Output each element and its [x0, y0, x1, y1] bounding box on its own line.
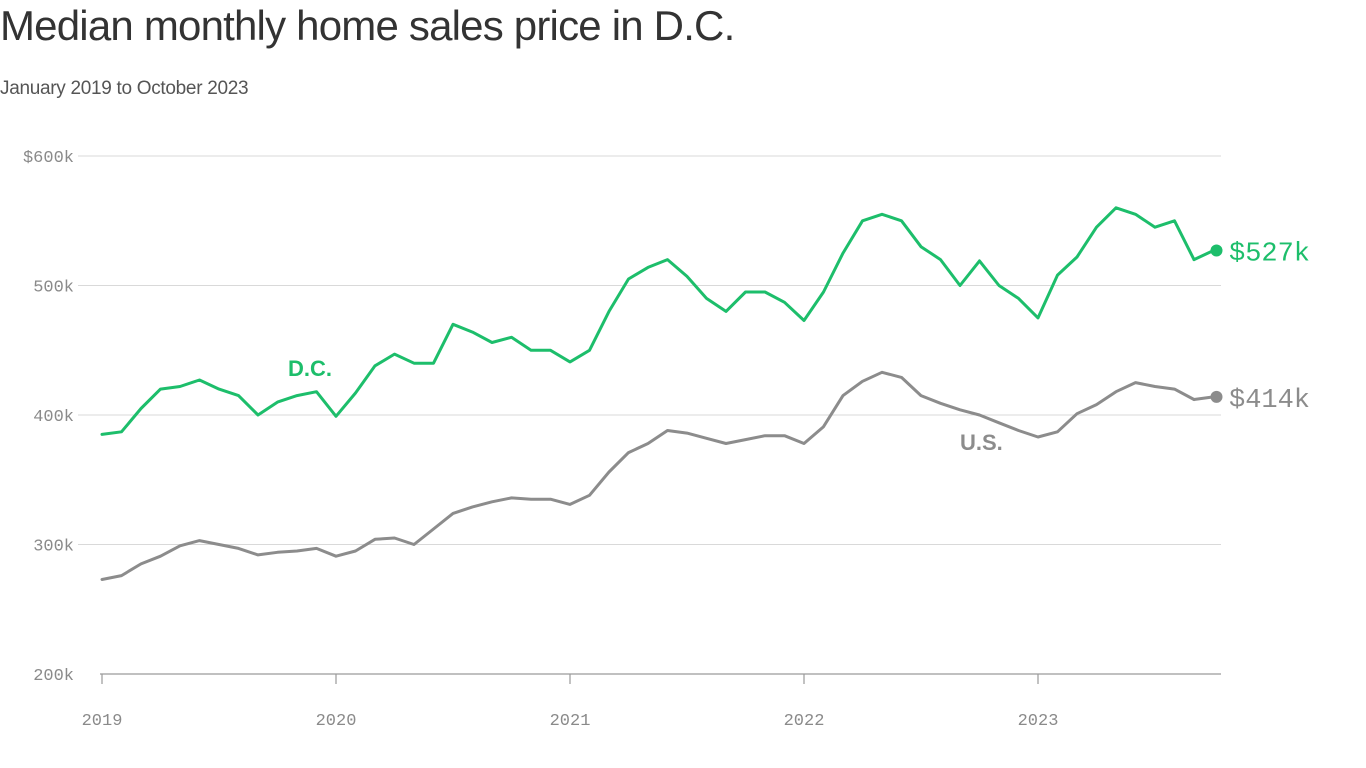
- x-tick-label: 2020: [316, 712, 357, 731]
- x-tick-label: 2019: [82, 712, 123, 731]
- y-tick-label: $600k: [23, 149, 74, 168]
- y-tick-label: 400k: [33, 408, 74, 427]
- y-tick-label: 500k: [33, 279, 74, 298]
- series-line-end-dc: [1192, 249, 1215, 262]
- series-labels: $527k $414k D.C. U.S.: [288, 240, 1310, 455]
- end-dot-us: [1210, 390, 1223, 403]
- y-axis-ticks: $600k 500k 400k 300k 200k: [23, 149, 74, 686]
- y-tick-label: 200k: [33, 667, 74, 686]
- end-value-label-us: $414k: [1229, 386, 1310, 416]
- x-tick-label: 2021: [550, 712, 591, 731]
- gridlines: [78, 155, 1221, 675]
- x-tick-label: 2022: [784, 712, 825, 731]
- series-lines: [100, 206, 1223, 581]
- end-dot-dc: [1210, 244, 1223, 257]
- x-tick-label: 2023: [1018, 712, 1059, 731]
- chart-subtitle: January 2019 to October 2023: [0, 78, 249, 99]
- series-name-dc: D.C.: [288, 356, 332, 381]
- end-value-label-dc: $527k: [1229, 240, 1310, 270]
- series-line-us: [100, 370, 1196, 581]
- x-axis-ticks: 2019 2020 2021 2022 2023: [82, 674, 1059, 731]
- chart-title: Median monthly home sales price in D.C.: [0, 2, 735, 49]
- y-tick-label: 300k: [33, 538, 74, 557]
- series-name-us: U.S.: [960, 430, 1003, 455]
- series-line-end-us: [1192, 395, 1215, 401]
- series-line-dc: [100, 206, 1196, 436]
